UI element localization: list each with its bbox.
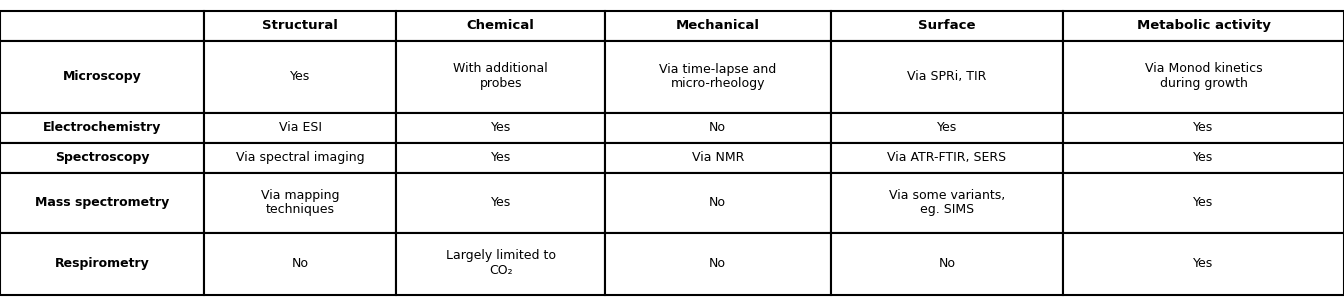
Bar — [0, 173, 204, 232]
Text: Yes: Yes — [491, 121, 511, 134]
Bar — [396, 41, 605, 113]
Text: Yes: Yes — [1193, 257, 1214, 270]
Text: Yes: Yes — [1193, 121, 1214, 134]
Text: No: No — [710, 121, 726, 134]
Bar — [0, 232, 204, 295]
Text: Via Monod kinetics
during growth: Via Monod kinetics during growth — [1145, 63, 1262, 91]
Bar — [831, 113, 1063, 142]
Text: No: No — [710, 257, 726, 270]
Bar — [0, 113, 204, 142]
Bar — [1063, 113, 1344, 142]
Bar — [0, 10, 204, 41]
Bar — [831, 232, 1063, 295]
Bar — [204, 173, 396, 232]
Text: Via spectral imaging: Via spectral imaging — [237, 151, 364, 164]
Bar — [0, 142, 204, 173]
Bar — [1063, 10, 1344, 41]
Text: Yes: Yes — [937, 121, 957, 134]
Text: Yes: Yes — [1193, 196, 1214, 209]
Bar — [605, 10, 831, 41]
Text: No: No — [710, 196, 726, 209]
Bar — [831, 173, 1063, 232]
Text: Yes: Yes — [1193, 151, 1214, 164]
Bar — [831, 142, 1063, 173]
Bar — [605, 142, 831, 173]
Bar — [831, 41, 1063, 113]
Text: Via mapping
techniques: Via mapping techniques — [261, 188, 340, 217]
Text: Via NMR: Via NMR — [692, 151, 743, 164]
Text: With additional
probes: With additional probes — [453, 63, 548, 91]
Text: Largely limited to
CO₂: Largely limited to CO₂ — [446, 249, 555, 278]
Bar — [605, 232, 831, 295]
Text: Chemical: Chemical — [466, 19, 535, 32]
Text: No: No — [292, 257, 309, 270]
Bar — [0, 41, 204, 113]
Bar — [204, 142, 396, 173]
Text: Yes: Yes — [491, 196, 511, 209]
Text: Via time-lapse and
micro-rheology: Via time-lapse and micro-rheology — [659, 63, 777, 91]
Text: Mechanical: Mechanical — [676, 19, 759, 32]
Text: Structural: Structural — [262, 19, 339, 32]
Bar — [396, 173, 605, 232]
Bar — [204, 113, 396, 142]
Text: Electrochemistry: Electrochemistry — [43, 121, 161, 134]
Text: Via ATR-FTIR, SERS: Via ATR-FTIR, SERS — [887, 151, 1007, 164]
Bar — [831, 10, 1063, 41]
Bar — [605, 113, 831, 142]
Bar — [1063, 232, 1344, 295]
Bar — [396, 142, 605, 173]
Bar — [204, 232, 396, 295]
Bar — [396, 232, 605, 295]
Text: Via SPRi, TIR: Via SPRi, TIR — [907, 70, 986, 83]
Bar — [396, 10, 605, 41]
Bar — [605, 173, 831, 232]
Bar — [204, 41, 396, 113]
Text: Spectroscopy: Spectroscopy — [55, 151, 149, 164]
Bar — [396, 113, 605, 142]
Text: Yes: Yes — [290, 70, 310, 83]
Text: Via ESI: Via ESI — [280, 121, 321, 134]
Text: Respirometry: Respirometry — [55, 257, 149, 270]
Text: Metabolic activity: Metabolic activity — [1137, 19, 1270, 32]
Text: Microscopy: Microscopy — [63, 70, 141, 83]
Text: Surface: Surface — [918, 19, 976, 32]
Text: Via some variants,
eg. SIMS: Via some variants, eg. SIMS — [888, 188, 1005, 217]
Bar — [1063, 142, 1344, 173]
Bar — [1063, 41, 1344, 113]
Text: Yes: Yes — [491, 151, 511, 164]
Bar — [204, 10, 396, 41]
Text: No: No — [938, 257, 956, 270]
Bar — [605, 41, 831, 113]
Text: Mass spectrometry: Mass spectrometry — [35, 196, 169, 209]
Bar — [1063, 173, 1344, 232]
